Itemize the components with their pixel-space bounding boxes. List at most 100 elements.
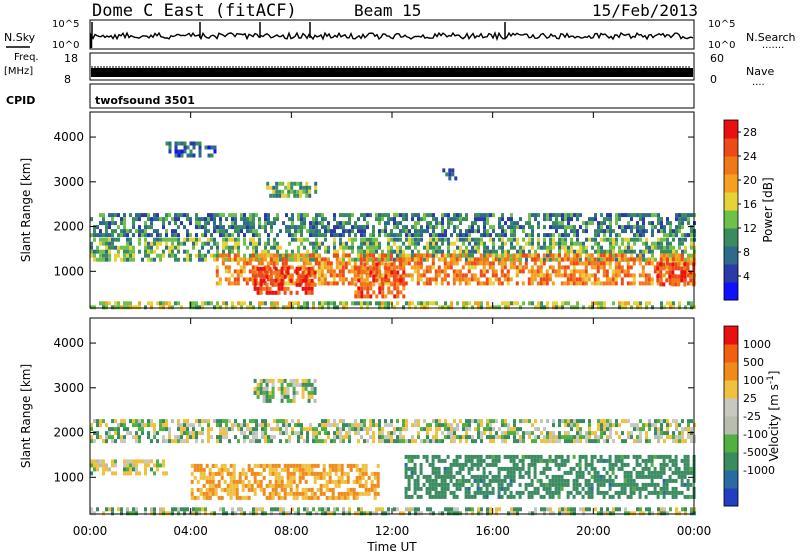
- heatmap-cell: [150, 257, 153, 262]
- heatmap-cell: [213, 305, 216, 310]
- heatmap-cell: [327, 423, 330, 428]
- heatmap-cell: [431, 486, 435, 491]
- heatmap-cell: [648, 419, 651, 424]
- heatmap-cell: [503, 257, 507, 262]
- colorbar-swatch: [724, 120, 738, 139]
- heatmap-cell: [313, 270, 317, 275]
- heatmap-cell: [195, 419, 198, 424]
- heatmap-cell: [533, 486, 537, 491]
- heatmap-cell: [396, 253, 399, 258]
- heatmap-cell: [518, 490, 522, 495]
- heatmap-cell: [153, 471, 156, 476]
- heatmap-cell: [447, 217, 450, 222]
- heatmap-cell: [389, 273, 393, 278]
- heatmap-cell: [510, 229, 513, 234]
- heatmap-cell: [569, 273, 573, 278]
- heatmap-cell: [575, 277, 579, 282]
- heatmap-cell: [384, 233, 387, 238]
- heatmap-cell: [278, 181, 282, 186]
- heatmap-cell: [344, 277, 348, 282]
- heatmap-cell: [477, 225, 480, 230]
- heatmap-cell: [359, 265, 363, 270]
- heatmap-cell: [479, 269, 483, 274]
- heatmap-cell: [611, 277, 615, 282]
- heatmap-cell: [279, 245, 282, 250]
- heatmap-cell: [192, 141, 196, 146]
- heatmap-cell: [360, 290, 364, 295]
- heatmap-cell: [407, 454, 411, 459]
- heatmap-cell: [348, 427, 351, 432]
- heatmap-cell: [474, 213, 477, 218]
- heatmap-cell: [283, 394, 287, 399]
- heatmap-cell: [423, 217, 426, 222]
- heatmap-cell: [235, 491, 239, 496]
- heatmap-cell: [352, 479, 356, 484]
- heatmap-cell: [335, 281, 339, 286]
- heatmap-cell: [608, 261, 612, 266]
- heatmap-cell: [675, 423, 678, 428]
- heatmap-cell: [322, 467, 326, 472]
- heatmap-cell: [454, 176, 458, 181]
- heatmap-cell: [678, 225, 681, 230]
- heatmap-cell: [225, 237, 228, 242]
- heatmap-cell: [660, 249, 663, 254]
- heatmap-cell: [603, 431, 606, 436]
- heatmap-cell: [293, 253, 297, 258]
- heatmap-cell: [441, 439, 444, 444]
- heatmap-cell: [147, 249, 150, 254]
- heatmap-cell: [380, 253, 384, 258]
- heatmap-cell: [656, 494, 660, 499]
- heatmap-cell: [357, 270, 361, 275]
- heatmap-cell: [315, 229, 318, 234]
- heatmap-cell: [237, 237, 240, 242]
- heatmap-cell: [674, 274, 678, 279]
- heatmap-cell: [519, 305, 522, 310]
- heatmap-cell: [543, 225, 546, 230]
- heatmap-cell: [447, 249, 450, 254]
- heatmap-cell: [536, 273, 540, 278]
- heatmap-cell: [365, 261, 369, 266]
- heatmap-cell: [126, 245, 129, 250]
- heatmap-cell: [213, 257, 216, 262]
- heatmap-cell: [371, 257, 375, 262]
- heatmap-cell: [120, 511, 123, 516]
- heatmap-cell: [216, 419, 219, 424]
- heatmap-cell: [180, 439, 183, 444]
- heatmap-cell: [437, 269, 441, 274]
- heatmap-cell: [269, 261, 273, 266]
- heatmap-cell: [297, 217, 300, 222]
- heatmap-cell: [416, 253, 420, 258]
- heatmap-cell: [587, 261, 591, 266]
- heatmap-cell: [452, 458, 456, 463]
- heatmap-cell: [337, 495, 341, 500]
- heatmap-cell: [132, 511, 135, 516]
- freq-unit: [MHz]: [4, 66, 33, 77]
- heatmap-cell: [608, 257, 612, 262]
- heatmap-cell: [545, 281, 549, 286]
- heatmap-cell: [211, 463, 215, 468]
- heatmap-cell: [572, 454, 576, 459]
- heatmap-cell: [277, 463, 281, 468]
- heatmap-cell: [210, 435, 213, 440]
- heatmap-cell: [641, 470, 645, 475]
- heatmap-cell: [491, 273, 495, 278]
- heatmap-cell: [150, 217, 153, 222]
- heatmap-cell: [318, 305, 321, 310]
- heatmap-cell: [606, 229, 609, 234]
- heatmap-cell: [286, 491, 290, 496]
- heatmap-cell: [302, 189, 306, 194]
- heatmap-cell: [672, 249, 675, 254]
- heatmap-cell: [512, 257, 516, 262]
- heatmap-cell: [270, 225, 273, 230]
- heatmap-cell: [393, 431, 396, 436]
- heatmap-cell: [177, 217, 180, 222]
- heatmap-cell: [674, 282, 678, 287]
- heatmap-cell: [552, 419, 555, 424]
- heatmap-cell: [378, 423, 381, 428]
- heatmap-cell: [264, 419, 267, 424]
- heatmap-cell: [639, 427, 642, 432]
- heatmap-cell: [196, 495, 200, 500]
- heatmap-cell: [261, 423, 264, 428]
- heatmap-cell: [177, 225, 180, 230]
- heatmap-cell: [359, 261, 363, 266]
